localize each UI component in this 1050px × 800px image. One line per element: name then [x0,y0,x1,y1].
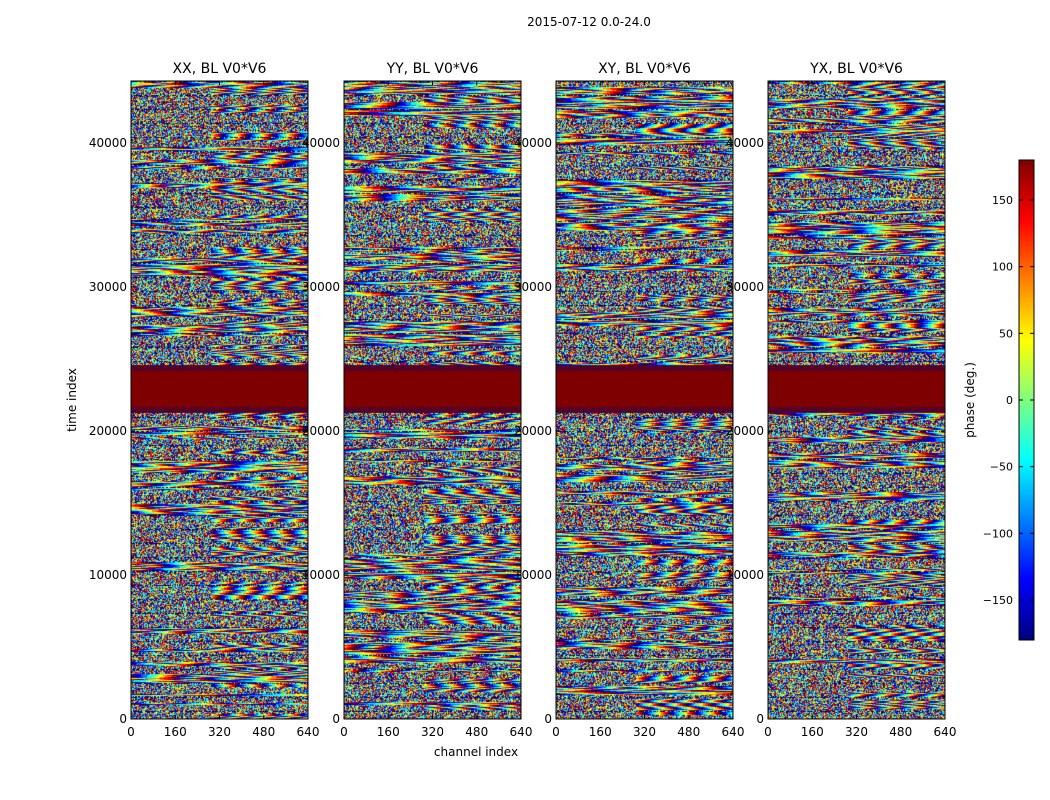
y-tick-label: 0 [332,712,340,726]
panel-1: XX, BL V0*V6 0 160 320 480 640 0 10000 20000 3000… [89,61,320,739]
y-tick-label: 40000 [89,136,127,150]
colorbar-tick-label: 150 [992,194,1013,207]
x-tick-label: 320 [845,725,868,739]
colorbar-tick-label: 50 [999,327,1013,340]
panel-4: YX, BL V0*V6 0 160 320 480 640 0 10000 20000 3000… [726,61,957,739]
colorbar-ticks: 150 100 50 0 −50 −100 −150 [983,194,1034,607]
y-tick-label: 0 [119,712,127,726]
x-tick-label: 320 [208,725,231,739]
x-tick-label: 160 [801,725,824,739]
panel-title-3: XY, BL V0*V6 [598,61,691,77]
x-tick-label: 480 [889,725,912,739]
y-axis-label: time index [65,368,79,432]
x-tick-label: 0 [127,725,135,739]
panel-title-2: YY, BL V0*V6 [386,61,479,77]
y-tick-label: 40000 [302,136,340,150]
y-tick-label: 0 [756,712,764,726]
y-tick-label: 40000 [726,136,764,150]
y-tick-label: 30000 [726,280,764,294]
y-tick-label: 40000 [514,136,552,150]
y-tick-label: 30000 [89,280,127,294]
x-tick-label: 640 [510,725,533,739]
x-axis-label: channel index [434,745,518,759]
y-tick-label: 20000 [302,424,340,438]
colorbar-tick-label: −100 [983,527,1013,540]
y-tick-label: 20000 [89,424,127,438]
x-tick-label: 640 [297,725,320,739]
panel-2: YY, BL V0*V6 0 160 320 480 640 0 10000 20000 3000… [302,61,533,739]
y-tick-label: 10000 [726,568,764,582]
x-tick-label: 640 [722,725,745,739]
y-tick-label: 0 [544,712,552,726]
x-tick-label: 160 [589,725,612,739]
x-tick-label: 0 [340,725,348,739]
colorbar-tick-label: −50 [990,461,1013,474]
y-tick-label: 30000 [514,280,552,294]
panels: XX, BL V0*V6 0 160 320 480 640 0 10000 20000 3000… [89,61,957,739]
phase-heatmap-2 [344,81,521,719]
colorbar: 150 100 50 0 −50 −100 −150 phase (deg.) [963,159,1035,641]
y-tick-label: 10000 [89,568,127,582]
colorbar-tick-label: 0 [1006,394,1013,407]
y-tick-label: 20000 [514,424,552,438]
x-tick-label: 320 [421,725,444,739]
panel-title-1: XX, BL V0*V6 [173,61,267,77]
phase-heatmap-1 [131,81,308,719]
x-tick-label: 160 [164,725,187,739]
x-tick-label: 0 [764,725,772,739]
x-tick-label: 0 [552,725,560,739]
y-tick-label: 20000 [726,424,764,438]
x-tick-label: 320 [633,725,656,739]
x-tick-label: 480 [252,725,275,739]
panel-3: XY, BL V0*V6 0 160 320 480 640 0 10000 20000 3000… [514,61,745,739]
phase-heatmap-3 [556,81,733,719]
colorbar-tick-label: −150 [983,594,1013,607]
figure-title: 2015-07-12 0.0-24.0 [527,15,651,29]
colorbar-tick-label: 100 [992,261,1013,274]
y-tick-label: 30000 [302,280,340,294]
y-tick-label: 10000 [302,568,340,582]
y-tick-label: 10000 [514,568,552,582]
x-tick-label: 160 [377,725,400,739]
x-tick-label: 480 [465,725,488,739]
panel-title-4: YX, BL V0*V6 [809,61,903,77]
colorbar-label: phase (deg.) [963,362,977,438]
x-tick-label: 640 [934,725,957,739]
phase-heatmap-4 [768,81,945,719]
x-tick-label: 480 [677,725,700,739]
